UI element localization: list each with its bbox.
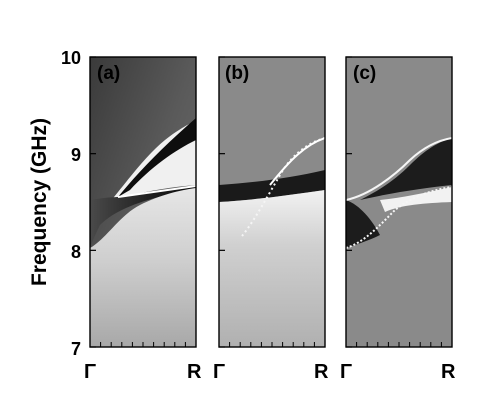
panel-b-x-tick-gamma: Γ bbox=[213, 361, 225, 383]
panel-a-flat-line bbox=[117, 185, 196, 198]
panel-b: (b) bbox=[218, 56, 326, 348]
panel-a: (a) bbox=[89, 56, 197, 348]
panel-b-x-tick-r: R bbox=[314, 361, 329, 383]
y-tick-label-8: 8 bbox=[71, 242, 81, 262]
panel-c-lower-curve bbox=[346, 186, 452, 249]
panel-a-lower-region bbox=[90, 188, 196, 347]
panel-b-bright-region bbox=[219, 190, 325, 347]
panel-b-label: (b) bbox=[225, 63, 249, 84]
panel-c-label: (c) bbox=[353, 63, 376, 84]
panel-c: (c) bbox=[345, 56, 453, 348]
panel-b-ticks bbox=[218, 56, 326, 348]
panel-b-dark-band bbox=[219, 170, 325, 202]
panel-c-ticks bbox=[345, 56, 453, 348]
panel-c-x-tick-gamma: Γ bbox=[340, 361, 352, 383]
panel-a-label: (a) bbox=[97, 63, 120, 84]
panel-b-upper-curve bbox=[269, 137, 325, 186]
panel-c-upper-dark bbox=[360, 138, 452, 200]
panel-a-x-tick-gamma: Γ bbox=[84, 361, 96, 383]
y-tick-label-10: 10 bbox=[61, 48, 81, 68]
panel-a-dark-wedge bbox=[90, 186, 196, 248]
panel-c-x-tick-r: R bbox=[441, 361, 456, 383]
x-tick-labels: Γ R Γ R Γ R bbox=[84, 361, 456, 383]
y-tick-label-9: 9 bbox=[71, 145, 81, 165]
panel-a-ticks bbox=[89, 56, 197, 348]
panel-a-x-tick-r: R bbox=[187, 361, 202, 383]
y-axis-label: Frequency (GHz) bbox=[28, 118, 51, 286]
panel-c-lower-dark bbox=[346, 200, 380, 248]
panel-c-bright-wedge bbox=[380, 187, 452, 212]
y-tick-labels: 7 8 9 10 bbox=[61, 48, 81, 359]
panel-a-upper-dark bbox=[118, 118, 196, 197]
panel-c-upper-curve bbox=[346, 137, 452, 201]
y-tick-label-7: 7 bbox=[71, 339, 81, 359]
